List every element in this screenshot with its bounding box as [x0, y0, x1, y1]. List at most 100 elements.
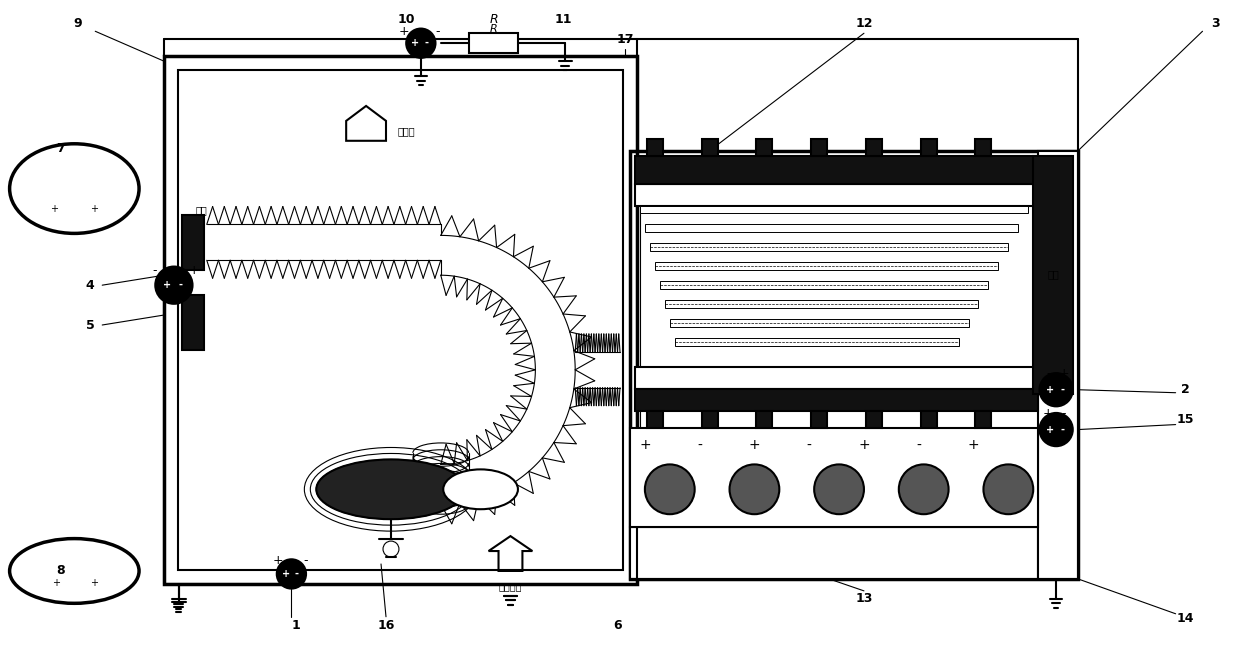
Text: +: +: [188, 264, 200, 277]
Bar: [182, 215, 203, 270]
Text: +: +: [272, 554, 283, 567]
Bar: [469, 33, 518, 53]
Bar: [640, 161, 1068, 569]
Bar: [630, 151, 1078, 579]
Ellipse shape: [10, 539, 139, 603]
Circle shape: [1040, 413, 1073, 445]
Bar: [756, 411, 773, 428]
Bar: [921, 139, 936, 155]
Bar: [630, 428, 1038, 527]
Text: -: -: [153, 264, 157, 277]
Text: +: +: [91, 578, 98, 588]
Circle shape: [156, 267, 192, 303]
Text: -: -: [1045, 367, 1050, 380]
Text: -: -: [179, 280, 182, 290]
Text: -: -: [697, 439, 702, 453]
Bar: [655, 263, 998, 270]
Text: 12: 12: [856, 17, 873, 30]
Text: 反应气体: 反应气体: [498, 581, 522, 591]
Bar: [702, 411, 718, 428]
Text: +: +: [398, 25, 409, 38]
Circle shape: [729, 464, 779, 514]
Ellipse shape: [443, 470, 518, 509]
Bar: [665, 300, 978, 308]
Bar: [630, 527, 1038, 579]
Text: -: -: [295, 569, 299, 579]
Circle shape: [983, 464, 1033, 514]
Bar: [675, 338, 959, 346]
Circle shape: [1040, 374, 1073, 406]
Text: +: +: [967, 439, 980, 453]
Bar: [635, 367, 1038, 389]
Bar: [182, 295, 203, 350]
Text: 13: 13: [856, 592, 873, 605]
Bar: [670, 319, 968, 327]
Text: -: -: [1061, 407, 1066, 420]
Text: -: -: [303, 554, 308, 567]
Text: -: -: [916, 439, 921, 453]
Circle shape: [899, 464, 949, 514]
Ellipse shape: [316, 460, 466, 519]
Text: +: +: [162, 280, 171, 290]
Text: -: -: [435, 25, 440, 38]
Text: 16: 16: [377, 619, 394, 632]
Bar: [177, 70, 622, 570]
Bar: [635, 389, 1038, 411]
Text: +: +: [51, 204, 58, 214]
Bar: [647, 411, 663, 428]
Text: 1: 1: [291, 619, 301, 632]
Text: +: +: [639, 439, 651, 453]
Text: 14: 14: [1177, 613, 1194, 626]
Circle shape: [645, 464, 694, 514]
Text: R: R: [490, 13, 497, 26]
Bar: [866, 411, 882, 428]
Bar: [702, 139, 718, 155]
Bar: [921, 411, 936, 428]
Text: 15: 15: [1177, 413, 1194, 426]
Bar: [164, 56, 637, 584]
Text: +: +: [412, 39, 419, 48]
Text: 9: 9: [73, 17, 82, 30]
Bar: [635, 183, 1038, 206]
Bar: [650, 244, 1008, 251]
Text: -: -: [424, 39, 428, 48]
Bar: [635, 155, 1038, 183]
Bar: [811, 139, 827, 155]
Text: 4: 4: [86, 279, 94, 292]
Circle shape: [407, 29, 435, 57]
Text: +: +: [281, 569, 290, 579]
Text: +: +: [858, 439, 869, 453]
Text: -: -: [807, 439, 812, 453]
Ellipse shape: [10, 144, 139, 233]
Text: 10: 10: [397, 13, 414, 26]
Text: +: +: [1047, 424, 1054, 434]
Text: 6: 6: [614, 619, 622, 632]
Circle shape: [278, 560, 305, 588]
Bar: [647, 139, 663, 155]
Text: 17: 17: [616, 33, 634, 46]
Text: 7: 7: [56, 142, 64, 155]
Text: +: +: [1043, 407, 1054, 420]
Bar: [645, 225, 1018, 232]
Text: -: -: [1060, 385, 1064, 394]
Text: +: +: [1059, 367, 1069, 380]
Bar: [976, 139, 992, 155]
Text: R: R: [490, 24, 497, 34]
Bar: [660, 281, 988, 289]
Text: 水冷: 水冷: [1048, 269, 1059, 279]
Text: +: +: [1047, 385, 1054, 394]
Text: 2: 2: [1182, 383, 1190, 396]
Text: 5: 5: [86, 319, 94, 332]
Text: +: +: [91, 204, 98, 214]
Text: 水冷: 水冷: [196, 206, 207, 215]
Bar: [756, 139, 773, 155]
Text: 抽真空: 抽真空: [397, 126, 414, 136]
Bar: [1033, 155, 1073, 394]
Text: +: +: [749, 439, 760, 453]
Text: 11: 11: [554, 13, 572, 26]
Text: +: +: [52, 578, 61, 588]
Circle shape: [815, 464, 864, 514]
Text: 8: 8: [56, 564, 64, 577]
Text: 3: 3: [1211, 17, 1220, 30]
Text: -: -: [1060, 424, 1064, 434]
